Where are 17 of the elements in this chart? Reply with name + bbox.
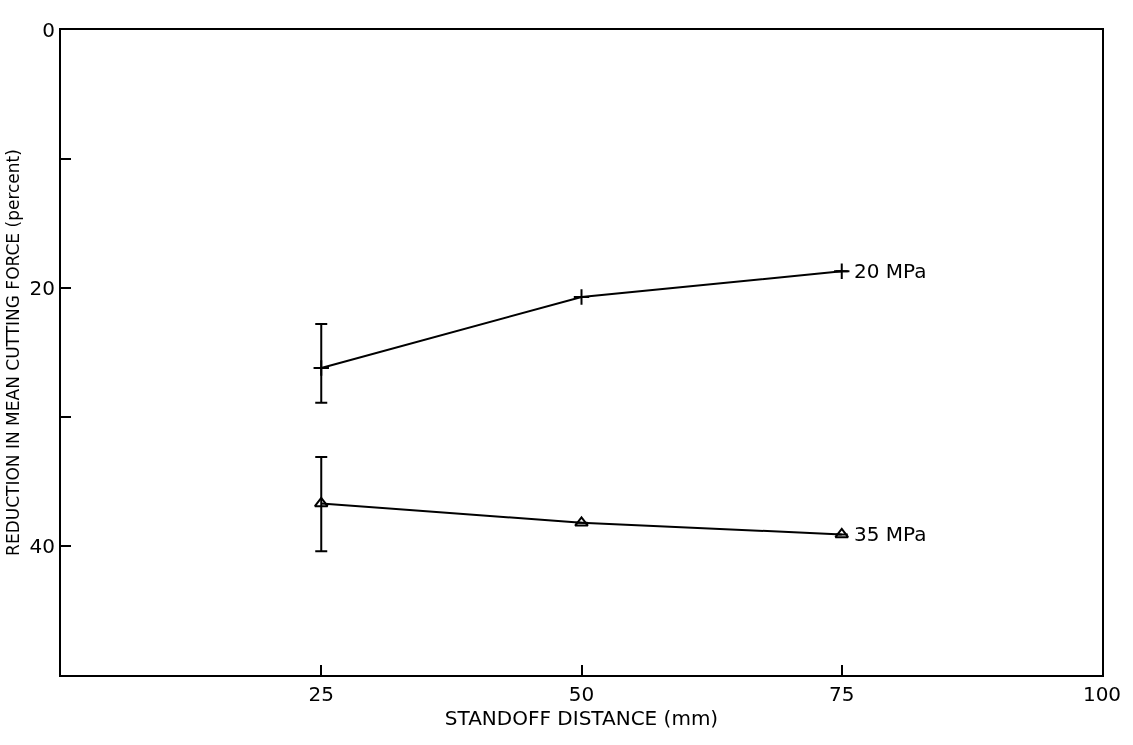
x-tick-label: 50 xyxy=(568,682,595,706)
y-tick-label: 0 xyxy=(42,18,55,42)
x-tick-label: 75 xyxy=(829,682,855,706)
point xyxy=(313,496,329,508)
y-tick-label: 20 xyxy=(29,276,55,300)
x-tick-label: 100 xyxy=(1082,682,1122,706)
x-axis-title: STANDOFF DISTANCE (mm) xyxy=(444,706,719,730)
point xyxy=(572,288,591,306)
y-tick-label: 40 xyxy=(29,534,55,558)
point xyxy=(834,527,850,539)
legend-label: 20 MPa xyxy=(854,259,927,283)
y-axis-title: REDUCTION IN MEAN CUTTING FORCE (percent) xyxy=(2,149,23,556)
legend-label: 35 MPa xyxy=(854,522,927,546)
x-tick-label: 25 xyxy=(308,682,334,706)
point xyxy=(312,359,330,377)
point xyxy=(833,262,851,280)
point xyxy=(574,516,589,527)
